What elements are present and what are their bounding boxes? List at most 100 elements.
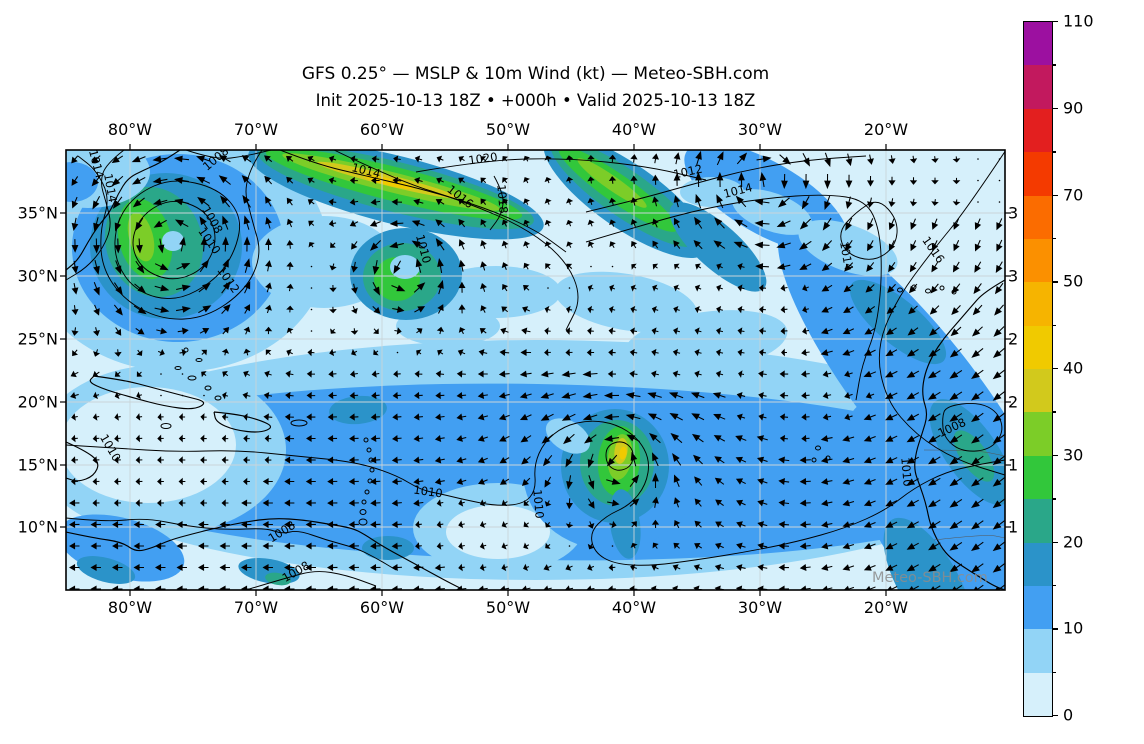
- isobar: [66, 420, 1005, 566]
- colorbar-tick: [1052, 454, 1058, 457]
- colorbar-minor-tick: [1052, 411, 1056, 413]
- island: [366, 447, 372, 453]
- colorbar-minor-tick: [1052, 671, 1056, 674]
- island: [925, 288, 931, 294]
- colorbar-segment: [1024, 455, 1052, 500]
- colorbar-segment: [1024, 369, 1052, 413]
- y-tick-label: 35°N: [17, 203, 58, 223]
- island: [214, 395, 222, 401]
- x-tick-label: 70°W: [233, 120, 279, 139]
- colorbar-segment: [1024, 152, 1052, 196]
- isobar-label: 1014: [837, 240, 856, 271]
- coastline: [89, 375, 205, 410]
- isobar: [415, 158, 707, 181]
- wind-speed-fill: [845, 400, 1005, 590]
- wind-speed-fill: [127, 212, 155, 262]
- isobar-label: 1020: [467, 150, 498, 168]
- colorbar: [1023, 21, 1053, 717]
- colorbar-segment: [1024, 195, 1052, 239]
- colorbar-segment: [1024, 22, 1052, 66]
- isobar-label: 1018: [494, 184, 510, 214]
- wind-speed-fill: [545, 418, 591, 454]
- island: [204, 385, 212, 391]
- colorbar-tick: [1052, 107, 1058, 110]
- colorbar-segment: [1024, 499, 1052, 543]
- wind-speed-fill: [66, 387, 236, 503]
- colorbar-tick-label: 70: [1063, 185, 1084, 204]
- isobar: [77, 150, 263, 320]
- wind-speed-fill: [362, 536, 414, 560]
- wind-speed-fill: [431, 266, 561, 318]
- x-tick-label: 50°W: [485, 120, 531, 139]
- x-tick-label: 30°W: [737, 120, 783, 139]
- wind-speed-fill: [609, 489, 641, 559]
- y-tick-label-clipped: 2: [1008, 392, 1019, 412]
- y-tick-label: 15°N: [17, 455, 58, 475]
- isobar-label: 1014: [722, 180, 754, 201]
- x-tick-label: 60°W: [359, 120, 405, 139]
- island: [290, 419, 308, 427]
- x-tick-label: 40°W: [611, 120, 657, 139]
- colorbar-segment: [1024, 412, 1052, 456]
- island: [358, 518, 368, 526]
- island: [160, 423, 172, 429]
- isobar: [585, 194, 882, 401]
- isobar-label: 1012: [672, 162, 704, 182]
- colorbar-minor-tick: [1052, 584, 1056, 587]
- x-tick-label: 30°W: [737, 598, 783, 617]
- colorbar-tick: [1052, 368, 1058, 370]
- colorbar-segment: [1024, 672, 1052, 716]
- map-frame: [65, 149, 1006, 591]
- colorbar-tick-label: 30: [1063, 445, 1084, 465]
- wind-speed-fill: [390, 255, 420, 279]
- country-border: [933, 535, 1005, 541]
- wind-arrows: [68, 150, 1005, 590]
- x-tick-label: 60°W: [359, 598, 405, 617]
- isobar: [489, 175, 504, 231]
- isobar-label: 1010: [530, 489, 546, 519]
- colorbar-segment: [1024, 542, 1052, 586]
- isobar: [878, 150, 1005, 476]
- isobar: [66, 150, 125, 281]
- y-tick-label: 10°N: [17, 517, 58, 537]
- wind-speed-fill: [76, 556, 136, 584]
- island: [364, 489, 370, 495]
- y-tick-label-clipped: 1: [1008, 517, 1019, 537]
- colorbar-segment: [1024, 325, 1052, 369]
- island: [361, 499, 367, 505]
- colorbar-tick-label: 50: [1063, 271, 1084, 291]
- isobar: [114, 180, 241, 299]
- colorbar-tick: [1052, 715, 1058, 717]
- colorbar-minor-tick: [1052, 324, 1056, 327]
- colorbar-tick: [1052, 281, 1058, 283]
- colorbar-minor-tick: [1052, 498, 1056, 500]
- isobar-label: 1010: [898, 457, 914, 487]
- watermark: Meteo-SBH.com: [872, 570, 988, 586]
- page-title: GFS 0.25° — MSLP & 10m Wind (kt) — Meteo…: [301, 64, 770, 84]
- colorbar-segment: [1024, 108, 1052, 153]
- page-subtitle: Init 2025-10-13 18Z • +000h • Valid 2025…: [315, 91, 756, 110]
- island: [811, 457, 817, 463]
- wind-speed-fill: [162, 231, 184, 251]
- colorbar-segment: [1024, 282, 1052, 326]
- isobar: [185, 150, 272, 159]
- coastline: [914, 279, 1005, 590]
- island: [369, 467, 375, 473]
- y-tick-label-clipped: 2: [1008, 329, 1019, 349]
- colorbar-minor-tick: [1052, 151, 1056, 153]
- y-tick-label-clipped: 3: [1008, 203, 1019, 223]
- colorbar-minor-tick: [1052, 64, 1056, 66]
- colorbar-tick: [1052, 541, 1058, 543]
- coastline: [66, 441, 99, 482]
- isobar: [840, 201, 898, 260]
- colorbar-tick-label: 10: [1063, 618, 1084, 638]
- colorbar-tick-label: 20: [1063, 532, 1084, 551]
- y-tick-label: 20°N: [17, 392, 58, 412]
- x-tick-label: 20°W: [863, 598, 909, 617]
- isobar: [585, 155, 867, 213]
- colorbar-minor-tick: [1052, 237, 1056, 240]
- x-tick-label: 20°W: [863, 120, 909, 139]
